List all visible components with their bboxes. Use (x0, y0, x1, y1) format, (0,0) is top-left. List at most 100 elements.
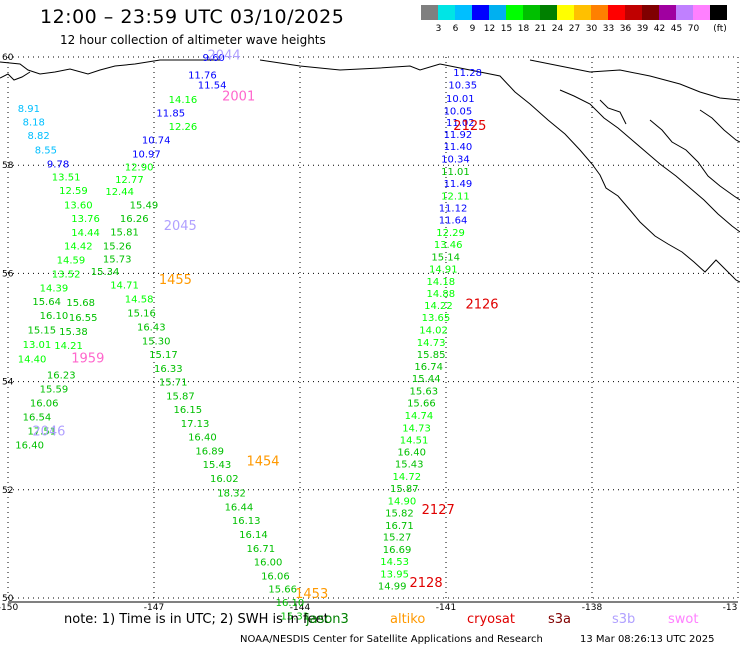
swh-observation: 10.01 (446, 94, 475, 105)
swh-observation: 12.77 (115, 175, 144, 186)
lon-tick-label: -150 (0, 603, 18, 613)
swh-observation: 15.38 (59, 327, 88, 338)
swh-observation: 15.82 (385, 508, 414, 519)
swh-observation: 16.06 (30, 398, 59, 409)
swh-observation: 16.74 (414, 362, 443, 373)
swh-observation: 11.01 (441, 167, 470, 178)
colorbar-label: 27 (568, 24, 581, 34)
swh-observation: 15.71 (159, 377, 188, 388)
colorbar-label: (ft) (713, 24, 727, 34)
colorbar-label: 24 (551, 24, 564, 34)
swh-observation: 16.00 (254, 558, 283, 569)
swh-observation: 11.76 (188, 71, 217, 82)
colorbar-label: 21 (534, 24, 547, 34)
pass-time-label: 1959 (71, 352, 104, 367)
swh-observation: 13.46 (434, 240, 463, 251)
swh-observation: 11.40 (444, 142, 473, 153)
swh-observation: 14.53 (380, 557, 409, 568)
swh-observation: 15.49 (130, 200, 159, 211)
swh-observation: 11.02 (446, 118, 475, 129)
credit-timestamp: 13 Mar 08:26:13 UTC 2025 (580, 634, 715, 645)
lat-tick-label: 50 (2, 594, 14, 604)
swh-observation: 16.33 (154, 364, 183, 375)
swh-observation: 14.16 (169, 95, 198, 106)
colorbar-label: 70 (687, 24, 700, 34)
swh-observation: 16.02 (210, 474, 239, 485)
colorbar-label: 3 (435, 24, 442, 34)
swh-observation: 9.60 (203, 53, 225, 64)
swh-observation: 12.59 (59, 186, 88, 197)
swh-observation: 16.26 (120, 214, 149, 225)
swh-observation: 14.73 (402, 423, 431, 434)
swh-observation: 16.89 (195, 447, 224, 458)
swh-observation: 11.85 (156, 109, 185, 120)
swh-observation: 15.30 (142, 336, 171, 347)
swh-observation: 16.10 (276, 598, 305, 609)
colorbar-label: 42 (653, 24, 666, 34)
swh-observation: 15.87 (166, 391, 195, 402)
pass-time-label: 1453 (295, 587, 328, 602)
swh-observation: 14.42 (64, 242, 93, 253)
swh-observation: 15.66 (268, 585, 297, 596)
lat-tick-label: 56 (2, 269, 14, 279)
swh-observation: 13.51 (52, 172, 81, 183)
swh-observation: 14.22 (424, 301, 453, 312)
coastline (0, 59, 740, 283)
swh-observation: 14.40 (18, 355, 47, 366)
swh-observation: 8.55 (35, 145, 57, 156)
pass-time-label: 2128 (410, 576, 443, 591)
swh-observation: 13.52 (52, 270, 81, 281)
colorbar-swatch (540, 5, 557, 20)
swh-observation: 9.78 (47, 159, 69, 170)
swh-observation: 16.54 (23, 413, 52, 424)
swh-observation: 16.15 (173, 405, 202, 416)
observation-layer: 9.6011.7611.5411.2810.3510.0110.0511.021… (15, 53, 482, 623)
swh-observation: 15.17 (149, 350, 178, 361)
swh-observation: 15.64 (32, 297, 61, 308)
swh-observation: 16.13 (232, 516, 261, 527)
colorbar-label: 36 (619, 24, 632, 34)
lon-tick-label: -147 (144, 603, 164, 613)
swh-observation: 11.28 (453, 68, 482, 79)
swh-observation: 12.29 (436, 228, 465, 239)
colorbar-swatch (625, 5, 642, 20)
swh-observation: 15.43 (203, 460, 232, 471)
swh-observation: 14.74 (405, 411, 434, 422)
swh-observation: 16.40 (15, 441, 44, 452)
swh-observation: 12.90 (125, 163, 154, 174)
pass-time-label: 2125 (453, 119, 486, 134)
swh-observation: 8.82 (27, 131, 49, 142)
colorbar-swatch (659, 5, 676, 20)
swh-observation: 12.11 (441, 191, 470, 202)
colorbar-swatch (591, 5, 608, 20)
credit-line: NOAA/NESDIS Center for Satellite Applica… (240, 634, 543, 645)
swh-observation: 15.34 (91, 267, 120, 278)
swh-observation: 15.81 (110, 228, 139, 239)
swh-observation: 16.23 (47, 370, 76, 381)
swh-observation: 15.85 (417, 350, 446, 361)
colorbar-swatch (438, 5, 455, 20)
colorbar-swatch (642, 5, 659, 20)
colorbar-swatch (693, 5, 710, 20)
swh-observation: 15.27 (383, 533, 412, 544)
swh-observation: 14.73 (417, 338, 446, 349)
pass-time-label: 2001 (222, 89, 255, 104)
swh-observation: 16.44 (225, 502, 254, 513)
swh-observation: 12.26 (169, 122, 198, 133)
pass-time-label: 2127 (422, 503, 455, 518)
swh-observation: 17.51 (27, 427, 56, 438)
pass-time-label: 2044 (208, 49, 241, 64)
colorbar-label: 30 (585, 24, 598, 34)
pass-time-label: 2046 (32, 425, 65, 440)
swh-observation: 14.18 (427, 277, 456, 288)
colorbar-swatch (557, 5, 574, 20)
swh-observation: 12.44 (105, 187, 134, 198)
swh-observation: 10.74 (142, 136, 171, 147)
colorbar-swatch (710, 5, 727, 20)
swh-observation: 15.68 (66, 298, 95, 309)
swh-observation: 14.02 (419, 325, 448, 336)
legend-satellite-s3b: s3b (612, 612, 636, 627)
swh-observation: 10.05 (444, 106, 473, 117)
lon-tick-label: -144 (290, 603, 311, 613)
